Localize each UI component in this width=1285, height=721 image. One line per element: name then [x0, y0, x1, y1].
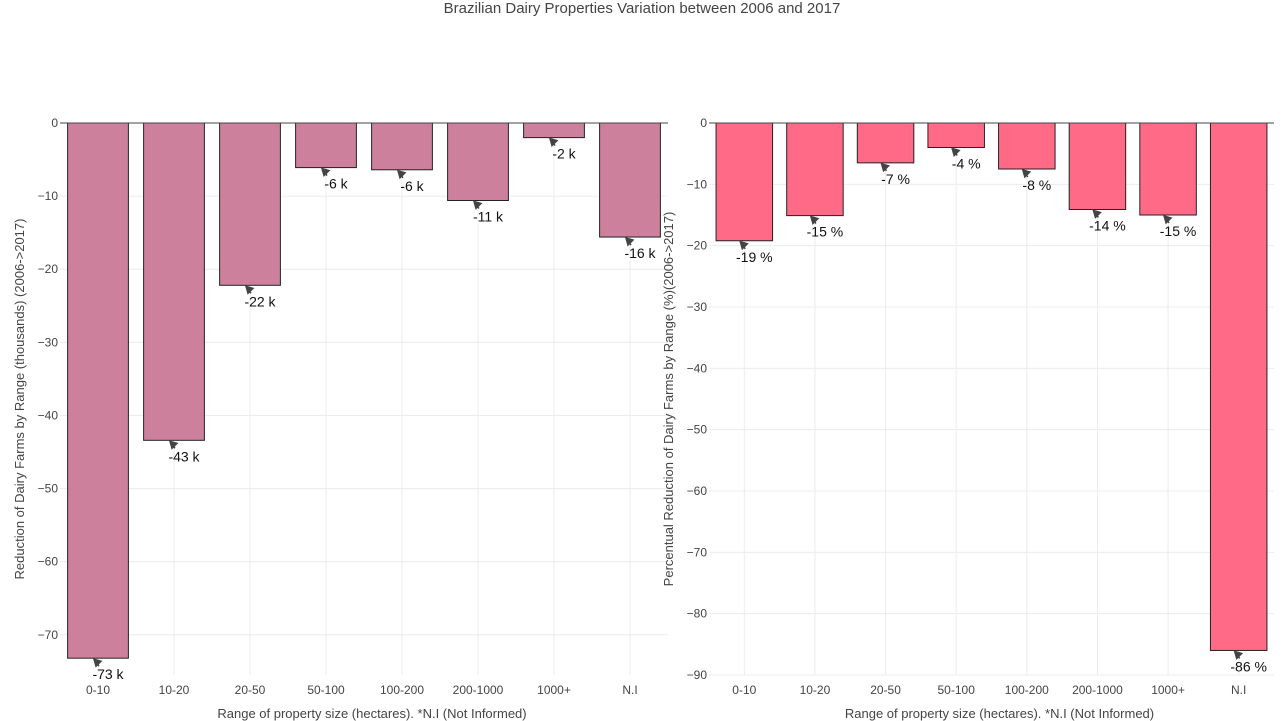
y-tick-label: −50	[687, 423, 708, 437]
x-tick-label: N.I	[622, 683, 637, 697]
bar-100-200	[371, 122, 433, 171]
data-label: -73 k	[92, 666, 124, 682]
x-tick-label: 50-100	[938, 683, 976, 697]
data-label: -86 %	[1230, 658, 1267, 674]
annotation-arrow-head	[951, 147, 961, 157]
y-tick-label: −60	[687, 484, 708, 498]
annotation-arrow-head	[880, 162, 890, 173]
x-tick-label: 100-200	[1005, 683, 1049, 697]
data-label: -4 %	[952, 156, 981, 172]
bar-200-1000	[1068, 122, 1127, 210]
data-label: -15 %	[807, 224, 844, 240]
annotation-arrow-head	[1162, 214, 1173, 225]
x-axis-title: Range of property size (hectares). *N.I …	[217, 706, 526, 721]
annotation-arrow-head	[92, 658, 103, 668]
y-tick-label: −90	[687, 668, 708, 682]
left-chart-panel: 0 −10 −20 −30 −40 −50 −60 −70 -73 k -43 k -22 k -6 …	[12, 116, 668, 721]
data-label: -43 k	[168, 448, 200, 464]
data-label: -19 %	[736, 249, 773, 265]
annotation-arrow-head	[320, 167, 331, 178]
bar-10-20	[143, 122, 205, 441]
bar-0-10	[715, 122, 774, 242]
y-tick-label: −40	[687, 361, 708, 375]
x-tick-label: 1000+	[537, 683, 571, 697]
annotation-arrow-head	[1021, 168, 1032, 179]
annotation-arrow-head	[809, 215, 820, 226]
bar-N.I	[599, 122, 661, 238]
x-tick-label: 100-200	[380, 683, 424, 697]
y-tick-label: −20	[38, 262, 59, 276]
x-tick-label: 20-50	[870, 683, 901, 697]
data-label: -16 k	[624, 245, 656, 261]
data-label: -15 %	[1160, 223, 1197, 239]
annotation-arrow-head	[548, 137, 559, 148]
data-label: -7 %	[881, 171, 910, 187]
annotation-arrow-head	[396, 169, 407, 180]
annotation-arrow-head	[168, 440, 179, 450]
bar-20-50	[856, 122, 915, 164]
y-axis-title: Reduction of Dairy Farms by Range (thous…	[12, 219, 27, 580]
x-tick-label: N.I	[1231, 683, 1246, 697]
annotation-arrow-head	[624, 236, 635, 247]
y-tick-label: −50	[38, 482, 59, 496]
data-label: -6 k	[400, 178, 424, 194]
bar-50-100	[927, 122, 985, 149]
data-label: -11 k	[473, 208, 504, 224]
data-label: -2 k	[552, 146, 576, 162]
x-tick-label: 20-50	[235, 683, 266, 697]
bar-200-1000	[447, 122, 509, 201]
x-tick-label: 10-20	[159, 683, 190, 697]
bar-N.I	[1209, 122, 1268, 651]
x-axis-title: Range of property size (hectares). *N.I …	[845, 706, 1154, 721]
y-axis-title: Percentual Reduction of Dairy Farms by R…	[661, 212, 676, 587]
annotation-arrow-head	[739, 240, 749, 251]
y-tick-label: −60	[38, 555, 59, 569]
y-tick-label: 0	[700, 116, 707, 130]
annotation-arrow-head	[1233, 650, 1244, 660]
data-label: -22 k	[244, 293, 276, 309]
data-label: -6 k	[324, 176, 348, 192]
y-tick-label: −70	[38, 628, 59, 642]
x-tick-label: 1000+	[1151, 683, 1185, 697]
y-tick-label: −10	[687, 177, 708, 191]
x-tick-label: 200-1000	[453, 683, 504, 697]
x-tick-label: 200-1000	[1072, 683, 1123, 697]
x-tick-label: 50-100	[307, 683, 345, 697]
y-tick-label: −80	[687, 607, 708, 621]
y-tick-label: −70	[687, 545, 708, 559]
annotation-arrow-head	[244, 285, 255, 295]
y-tick-label: −20	[687, 239, 708, 253]
bar-1000+	[1139, 122, 1197, 216]
annotation-arrow-head	[1092, 209, 1102, 219]
bar-1000+	[523, 122, 585, 139]
annotation-arrow-head	[472, 200, 483, 210]
y-tick-label: −30	[687, 300, 708, 314]
x-tick-label: 0-10	[732, 683, 756, 697]
data-label: -8 %	[1022, 177, 1051, 193]
bar-20-50	[219, 122, 281, 286]
y-tick-label: −30	[38, 335, 59, 349]
data-label: -14 %	[1089, 217, 1126, 233]
x-tick-label: 10-20	[800, 683, 831, 697]
right-chart-panel: 0 −10 −20 −30 −40 −50 −60 −70 −80 −90 -19 % -15 % -7…	[661, 116, 1274, 721]
y-tick-label: 0	[51, 116, 58, 130]
y-tick-label: −10	[38, 189, 59, 203]
bar-50-100	[295, 122, 357, 169]
x-tick-label: 0-10	[86, 683, 110, 697]
bar-0-10	[67, 122, 129, 659]
chart-title: Brazilian Dairy Properties Variation bet…	[444, 0, 841, 17]
y-tick-label: −40	[38, 408, 59, 422]
bar-10-20	[786, 122, 844, 217]
bar-100-200	[998, 122, 1056, 170]
